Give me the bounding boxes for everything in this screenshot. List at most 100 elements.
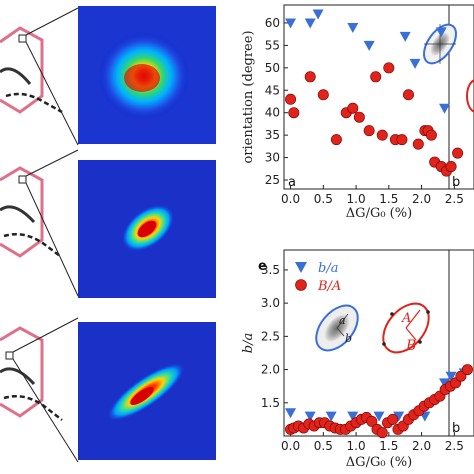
- legend-circle-marker: [295, 279, 307, 291]
- inset-ellipse-red: A B: [382, 302, 430, 354]
- inset-label-big-A: A: [401, 311, 411, 326]
- circle-point: [383, 62, 395, 74]
- x-tick-label: 1.5: [379, 192, 398, 206]
- y-tick-label: 25: [265, 173, 280, 187]
- inset-label-small-a: a: [339, 314, 346, 327]
- x-tick-label: 0.5: [314, 192, 333, 206]
- circle-point: [317, 89, 329, 101]
- x-tick-label: 1.5: [379, 439, 398, 453]
- y-tick-label: 60: [265, 16, 280, 30]
- x-axis: 0.0 0.5 1.0 1.5 2.0 2.5: [281, 432, 464, 453]
- triangle-point: [445, 371, 457, 382]
- y-axis: 25 30 35 40 45 50 55 60: [265, 16, 288, 187]
- x-tick-label: 2.0: [412, 192, 431, 206]
- x-tick-label: 2.5: [445, 192, 464, 206]
- legend-label-b-over-a: b/a: [318, 261, 338, 276]
- lattice-images: [0, 7, 79, 463]
- triangle-point: [439, 103, 451, 114]
- aspect-ratio-chart: e b/a B/A a b A B 0.0 0.5 1.: [241, 249, 474, 470]
- triangle-point: [347, 411, 359, 422]
- x-tick-label: 0.5: [314, 439, 333, 453]
- circle-point: [285, 93, 297, 105]
- diffraction-map-middle: [78, 160, 216, 298]
- legend-triangle-marker: [295, 262, 307, 273]
- triangle-point: [304, 18, 316, 29]
- triangle-point: [439, 378, 451, 389]
- triangle-point: [304, 411, 316, 422]
- legend: b/a B/A: [295, 261, 341, 294]
- triangle-point: [399, 31, 411, 42]
- series-circles: [285, 62, 464, 177]
- triangle-point: [285, 408, 297, 419]
- circle-point: [452, 147, 464, 159]
- panel-letter-e: e: [258, 259, 267, 274]
- y-tick-label: 3.0: [261, 296, 280, 310]
- legend-label-B-over-A: B/A: [317, 279, 341, 294]
- x-tick-label: 1.0: [347, 439, 366, 453]
- x-axis: 0.0 0.5 1.0 1.5 2.0 2.5: [281, 185, 464, 206]
- circle-point: [455, 370, 467, 382]
- circle-point: [366, 415, 378, 427]
- series-circles: [285, 364, 473, 439]
- circle-point: [412, 138, 424, 150]
- triangle-point: [393, 411, 405, 422]
- panel-letter-b: b: [452, 421, 460, 436]
- circle-point: [363, 125, 375, 137]
- triangle-point: [435, 27, 447, 38]
- circle-point: [330, 134, 342, 146]
- y-tick-label: 30: [265, 151, 280, 165]
- x-tick-label: 0.0: [281, 439, 300, 453]
- y-tick-label: 40: [265, 106, 280, 120]
- series-triangles: [285, 9, 451, 114]
- triangle-point: [347, 22, 359, 33]
- panel-letter-a: a: [288, 175, 296, 190]
- circle-point: [396, 134, 408, 146]
- lattice-sketch-top: [0, 7, 79, 146]
- plot-frame: [283, 4, 474, 190]
- y-tick-label: 35: [265, 128, 280, 142]
- triangle-point: [409, 58, 421, 69]
- plot-frame: [283, 249, 474, 437]
- circle-point: [376, 129, 388, 141]
- circle-point: [402, 89, 414, 101]
- inset-ellipse-blue: [423, 23, 457, 65]
- circle-point: [387, 413, 399, 425]
- x-tick-label: 2.0: [412, 439, 431, 453]
- y-tick-label: 50: [265, 61, 280, 75]
- inset-ellipse-red: [466, 79, 474, 113]
- circle-point: [445, 161, 457, 173]
- diffraction-map-top: [78, 6, 216, 144]
- triangle-point: [285, 18, 297, 29]
- y-tick-label: 1.5: [261, 396, 280, 410]
- circle-point: [347, 102, 359, 114]
- triangle-point: [363, 40, 375, 51]
- circle-point: [461, 364, 473, 376]
- y-tick-label: 45: [265, 83, 280, 97]
- inset-ellipse-blue: a b: [315, 304, 359, 352]
- lattice-sketch-middle: [0, 149, 79, 297]
- inset-label-small-b: b: [345, 332, 352, 345]
- lattice-sketch-bottom: [0, 317, 79, 463]
- diffraction-maps: [78, 6, 216, 460]
- y-axis-label: b/a: [241, 333, 256, 353]
- x-tick-label: 1.0: [347, 192, 366, 206]
- y-axis-label: orientation (degree): [241, 30, 256, 163]
- y-tick-label: 2.5: [261, 329, 280, 343]
- circle-point: [304, 71, 316, 83]
- circle-point: [376, 427, 388, 439]
- y-tick-label: 55: [265, 38, 280, 52]
- y-tick-label: 3.5: [261, 263, 280, 277]
- x-tick-label: 0.0: [281, 192, 300, 206]
- triangle-point: [312, 9, 324, 20]
- x-axis-label: ΔG/G₀ (%): [346, 206, 412, 221]
- diffraction-map-bottom: [78, 322, 216, 460]
- x-axis-label: ΔG/G₀ (%): [346, 455, 412, 470]
- circle-point: [425, 129, 437, 141]
- triangle-point: [325, 411, 337, 422]
- circle-point: [353, 111, 365, 123]
- circle-point: [288, 107, 300, 119]
- triangle-point: [373, 411, 385, 422]
- inset-label-big-B: B: [405, 338, 416, 354]
